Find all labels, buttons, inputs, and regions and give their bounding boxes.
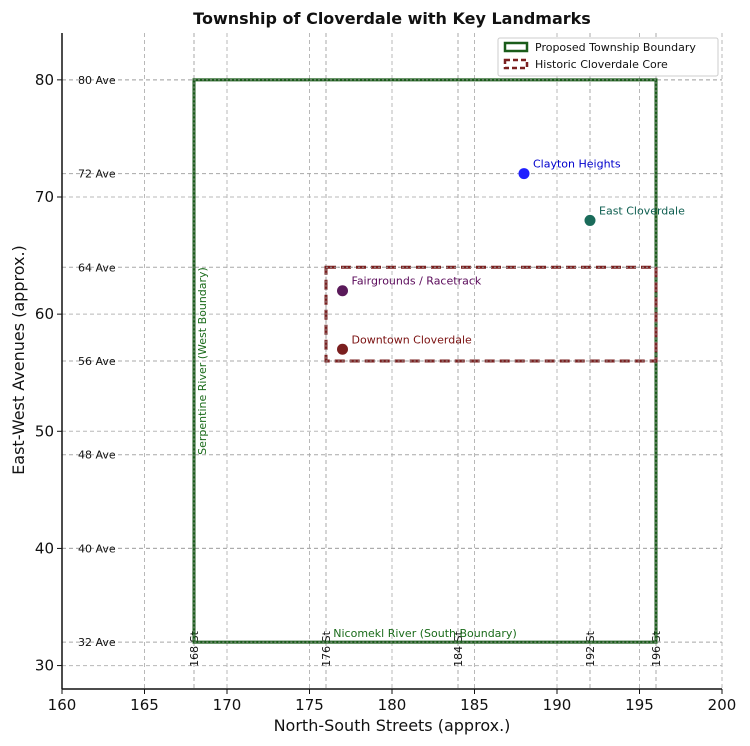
landmark-point [337,285,348,297]
street-label: 184 St [452,630,465,666]
avenue-label: 32 Ave [78,636,116,649]
avenue-label: 56 Ave [78,355,116,368]
legend-box [497,37,719,77]
x-tick-label: 160 [48,696,77,714]
y-tick-label: 50 [35,422,54,440]
plot-area: 168 St 176 St 184 St 192 St 196 St 32 Ave 40 A… [35,33,736,714]
street-label: 196 St [650,630,663,666]
y-tick-label: 70 [35,188,54,206]
avenue-label: 80 Ave [78,74,116,87]
legend-entry: Proposed Township Boundary [535,41,696,54]
legend-swatch-boundary [503,41,529,53]
landmark-label: Downtown Cloverdale [352,333,473,346]
legend-swatch-core [503,58,529,70]
landmark-label: Clayton Heights [533,158,621,171]
legend: Proposed Township Boundary Historic Clove… [497,37,719,77]
landmark-label: Fairgrounds / Racetrack [352,275,482,288]
y-tick-label: 30 [35,657,54,675]
x-tick-label: 165 [130,696,159,714]
avenue-label: 40 Ave [78,542,116,555]
x-tick-label: 190 [543,696,572,714]
y-tick-label: 60 [35,305,54,323]
street-label: 168 St [188,630,201,666]
x-tick-label: 200 [708,696,737,714]
annotation-west-river: Serpentine River (West Boundary) [196,267,209,455]
avenue-label: 72 Ave [78,168,116,181]
x-tick-label: 175 [295,696,324,714]
y-tick-label: 40 [35,539,54,557]
street-label: 192 St [584,630,597,666]
landmark-point [337,343,348,355]
x-tick-label: 185 [460,696,489,714]
legend-entry: Historic Cloverdale Core [535,58,668,71]
y-axis-label: East-West Avenues (approx.) [9,245,28,475]
landmark-point [518,168,530,180]
region-inner-line [325,266,657,362]
annotation-south-river: Nicomekl River (South Boundary) [333,627,517,640]
avenue-label: 48 Ave [78,449,116,462]
street-label: 176 St [320,630,333,666]
landmark-point [584,214,596,226]
chart-title: Township of Cloverdale with Key Landmark… [193,9,591,28]
x-tick-label: 195 [625,696,654,714]
avenue-label: 64 Ave [78,261,116,274]
x-axis-label: North-South Streets (approx.) [274,716,511,735]
x-tick-label: 180 [378,696,407,714]
y-tick-label: 80 [35,71,54,89]
landmark-label: East Cloverdale [599,204,685,217]
x-tick-label: 170 [213,696,242,714]
